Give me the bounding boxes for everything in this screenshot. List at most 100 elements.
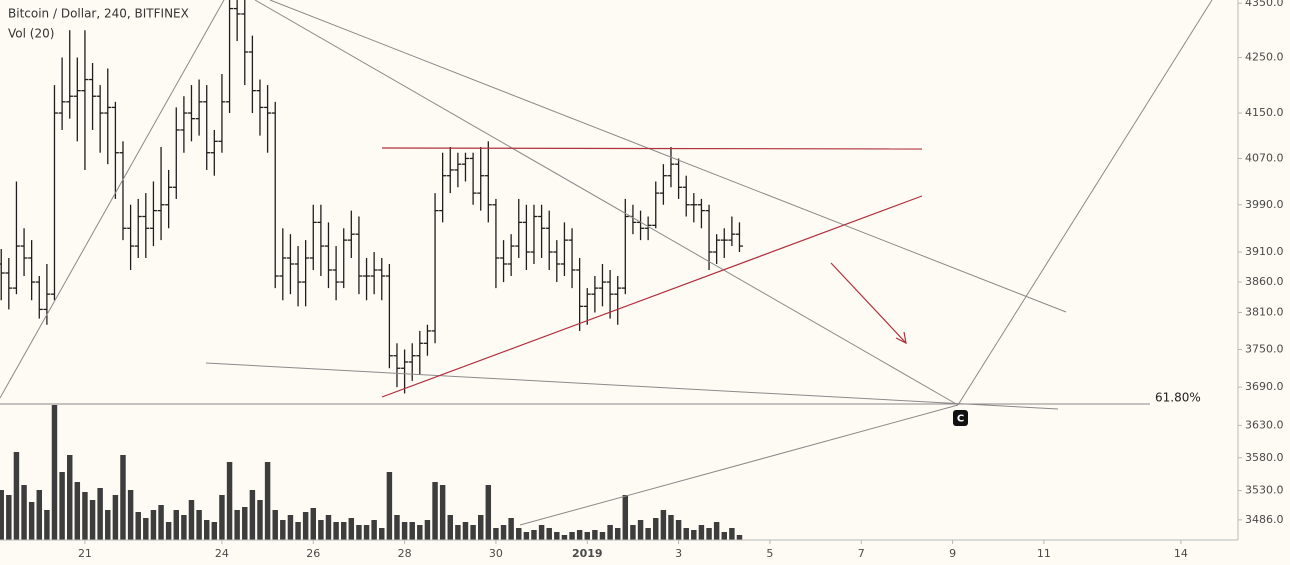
y-tick-label: 3530.0 [1245,484,1284,497]
point-label: C [957,414,964,425]
y-tick-label: 4150.0 [1245,106,1284,119]
volume-bar [318,520,324,540]
axes: 4350.0 4250.0 4150.0 4070.0 3990.0 3910.0 3860… [78,0,1284,560]
volume-bar [257,500,263,540]
volume-bar [607,525,613,540]
volume-bar [729,528,735,540]
volume-bar [516,528,522,540]
volume-bar [242,507,248,540]
volume-bar [477,515,484,540]
x-tick-label: 3 [675,547,682,560]
y-tick-label: 3690.0 [1245,380,1284,393]
point-badge [953,410,968,426]
volume-bar [340,522,347,540]
resistance-line [381,147,923,150]
volume-bar [455,525,461,540]
y-tick-label: 3630.0 [1245,418,1284,431]
volume-bar [379,528,385,540]
volume-bar [531,530,537,540]
volume-bar [74,482,81,540]
y-tick-label: 4350.0 [1245,0,1284,9]
x-tick-label: 14 [1174,547,1188,560]
volume-bar [135,512,141,540]
volume-pane [0,405,743,540]
volume-bar [401,522,408,540]
volume-bar [234,510,240,540]
volume-bar [333,522,339,540]
volume-bar [508,518,514,540]
volume-bar [226,462,233,540]
volume-bar [614,528,621,540]
volume-bar [713,522,720,540]
volume-bar [59,472,65,540]
volume-bar [0,490,4,540]
volume-bar [219,495,225,540]
trend-line [0,0,225,399]
volume-bar [668,515,674,540]
volume-bar [546,528,552,540]
x-tick-label: 5 [766,547,773,560]
volume-bar [348,518,355,540]
y-tick-label: 3750.0 [1245,343,1284,356]
y-tick-label: 3910.0 [1245,245,1284,258]
chart-subtitle: Vol (20) [8,27,54,41]
support-line [381,195,923,398]
volume-bar [424,520,431,540]
chart-title: Bitcoin / Dollar, 240, BITFINEX [8,7,189,21]
volume-bar [698,525,705,540]
volume-bar [554,532,560,540]
volume-bar [736,535,743,540]
volume-bar [561,535,568,540]
volume-bar [165,522,172,540]
volume-bar [592,530,598,540]
volume-bar [683,528,689,540]
volume-bar [51,405,58,540]
volume-bar [462,522,469,540]
volume-bar [181,515,187,540]
volume-bar [6,495,12,540]
volume-bar [21,485,27,540]
volume-bar [211,522,218,540]
x-tick-label: 26 [306,547,320,560]
volume-bar [325,515,332,540]
x-tick-label: 21 [78,547,92,560]
y-tick-label: 3486.0 [1245,513,1284,526]
volume-bar [287,515,294,540]
volume-bar [36,490,43,540]
volume-bar [630,525,636,540]
x-tick-label: 9 [949,547,956,560]
volume-bar [538,525,545,540]
y-tick-label: 3580.0 [1245,451,1284,464]
volume-bar [691,530,697,540]
volume-bar [28,502,35,540]
volume-bar [653,518,659,540]
volume-bar [675,520,682,540]
x-tick-label: 28 [398,547,412,560]
volume-bar [584,532,590,540]
volume-bar [295,522,301,540]
volume-bar [447,515,453,540]
volume-bar [249,490,256,540]
arrow-head [895,331,907,345]
drawings: 61.80% C [0,0,1213,526]
x-tick-label: 11 [1037,547,1051,560]
volume-bar [356,525,362,540]
volume-bar [112,495,119,540]
volume-bar [105,510,111,540]
y-tick-label: 3990.0 [1245,198,1284,211]
volume-bar [204,520,210,540]
y-tick-label: 3810.0 [1245,305,1284,318]
trend-line [269,0,1067,313]
volume-bar [417,525,423,540]
volume-bar [143,518,149,540]
volume-bar [470,525,476,540]
volume-bar [173,510,179,540]
volume-bar [44,510,50,540]
y-tick-label: 4250.0 [1245,50,1284,63]
volume-bar [280,520,286,540]
volume-bar [500,525,507,540]
volume-bar [485,485,492,540]
volume-bar [264,462,271,540]
volume-bar [394,515,400,540]
